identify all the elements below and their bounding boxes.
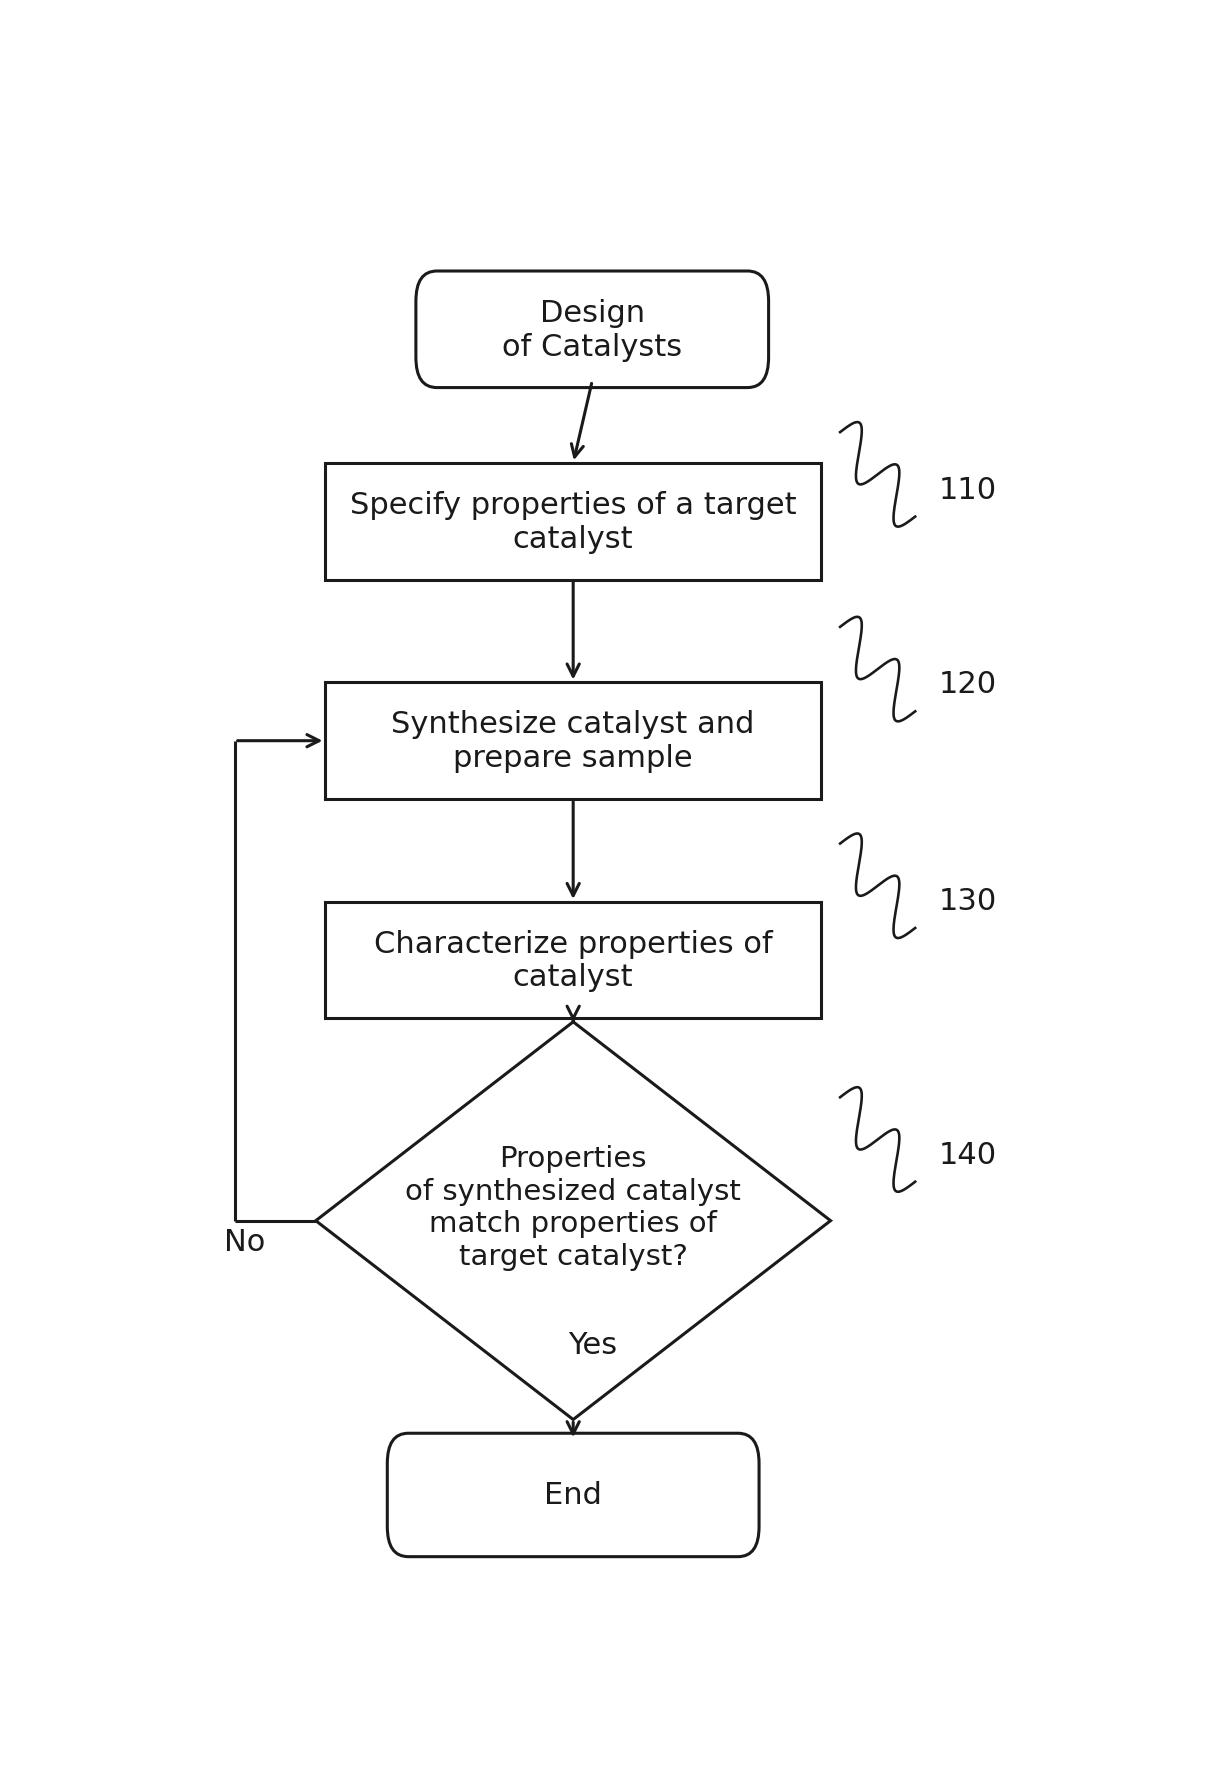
Text: 130: 130 xyxy=(938,886,998,915)
Text: Synthesize catalyst and
prepare sample: Synthesize catalyst and prepare sample xyxy=(391,710,755,773)
Text: Characterize properties of
catalyst: Characterize properties of catalyst xyxy=(374,929,772,991)
FancyBboxPatch shape xyxy=(325,902,822,1018)
Text: End: End xyxy=(544,1481,603,1509)
Text: Properties
of synthesized catalyst
match properties of
target catalyst?: Properties of synthesized catalyst match… xyxy=(405,1145,742,1269)
FancyBboxPatch shape xyxy=(416,272,769,388)
Text: Yes: Yes xyxy=(568,1330,616,1358)
Text: Design
of Catalysts: Design of Catalysts xyxy=(502,299,683,361)
FancyBboxPatch shape xyxy=(325,684,822,799)
FancyBboxPatch shape xyxy=(387,1433,759,1558)
Text: 120: 120 xyxy=(938,669,998,700)
Text: 110: 110 xyxy=(938,475,998,504)
Text: Specify properties of a target
catalyst: Specify properties of a target catalyst xyxy=(349,491,797,554)
Text: No: No xyxy=(224,1226,264,1257)
Text: 140: 140 xyxy=(938,1141,998,1169)
FancyBboxPatch shape xyxy=(325,465,822,580)
Polygon shape xyxy=(316,1022,830,1420)
